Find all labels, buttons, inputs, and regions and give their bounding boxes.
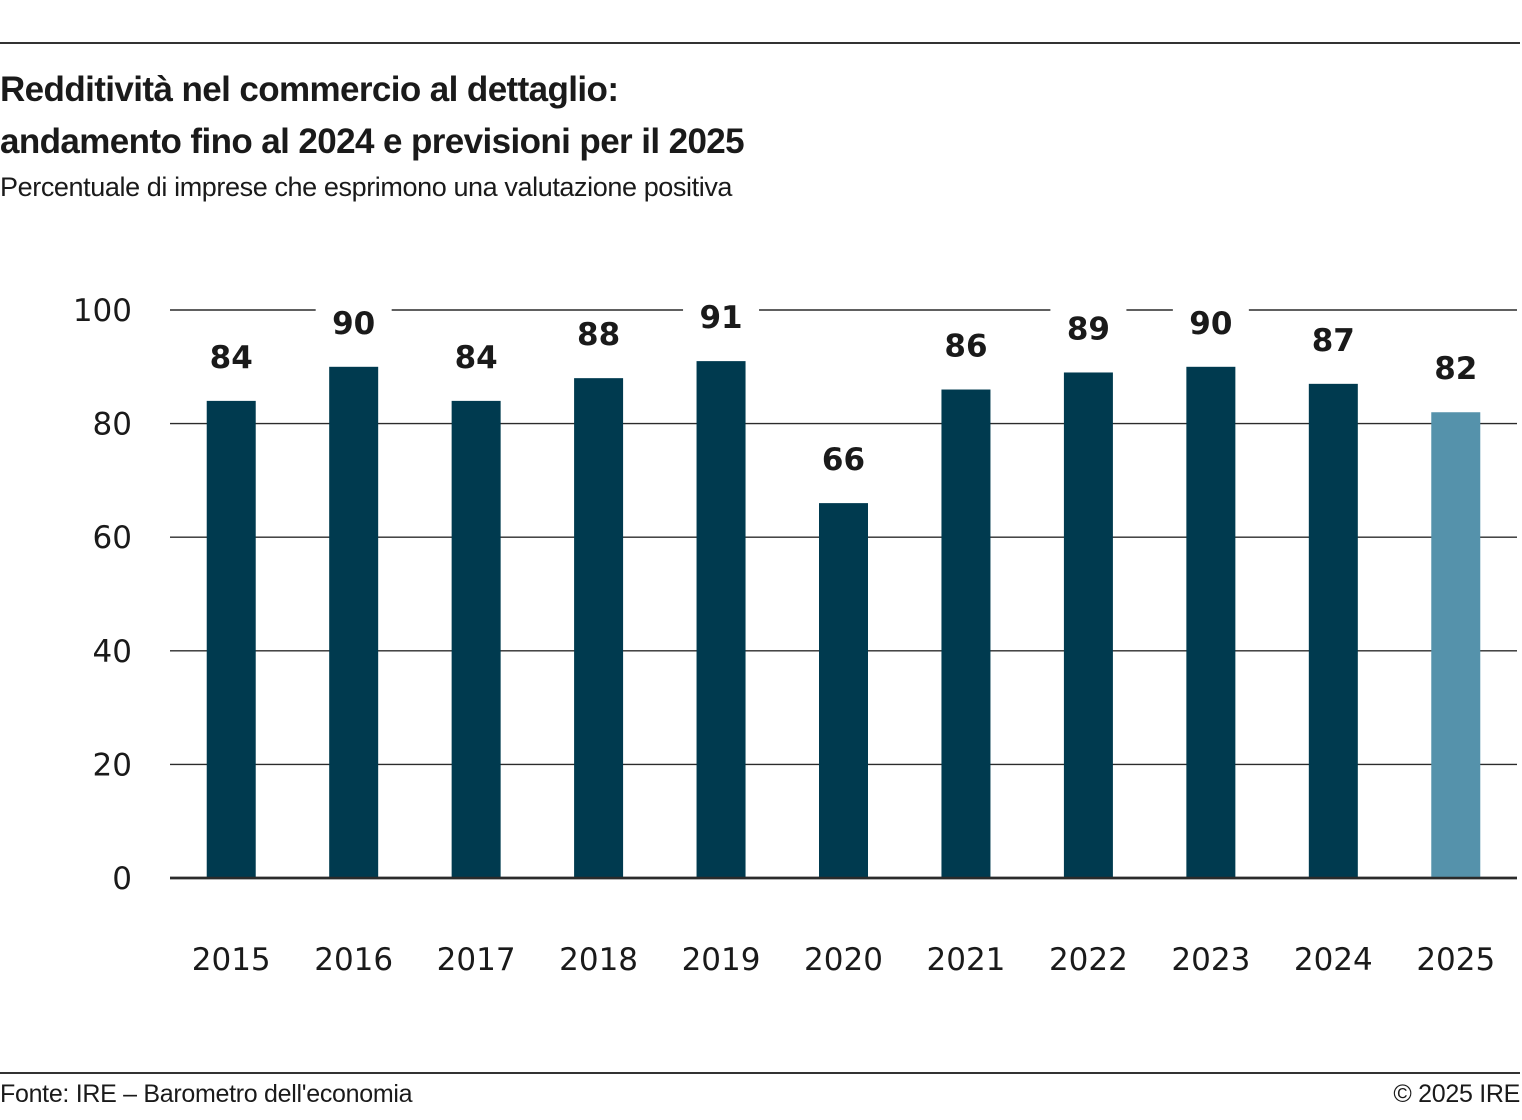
value-label-2023: 90 — [1189, 306, 1232, 342]
bar-2020 — [819, 503, 868, 878]
y-tick-label-100: 100 — [73, 293, 132, 329]
value-label-bg-2019 — [683, 295, 760, 338]
value-label-2024: 87 — [1312, 323, 1355, 359]
bar-2023 — [1186, 366, 1236, 878]
bar-2022 — [1063, 372, 1113, 878]
bar-2024 — [1308, 383, 1358, 878]
chart-subtitle: Percentuale di imprese che esprimono una… — [0, 172, 733, 202]
copyright-note: © 2025 IRE — [1393, 1080, 1520, 1108]
title-line-2: andamento fino al 2024 e previsioni per … — [0, 122, 745, 161]
x-tick-label-2024: 2024 — [1294, 942, 1373, 978]
bar-chart: 0 20 40 60 80 100 84 2015 90 2016 84 2017 88 2018 91 20… — [73, 293, 1517, 978]
y-tick-label-0: 0 — [112, 861, 132, 897]
chart-title: Redditività nel commercio al dettaglio: … — [0, 64, 1500, 168]
y-tick-label-20: 20 — [93, 747, 132, 783]
bar-2016 — [329, 366, 379, 878]
bar-2015 — [206, 400, 256, 878]
x-tick-label-2020: 2020 — [804, 942, 883, 978]
value-label-2018: 88 — [577, 317, 620, 353]
x-tick-label-2025: 2025 — [1416, 942, 1495, 978]
value-label-bg-2017 — [438, 334, 515, 377]
bar-2021 — [941, 389, 991, 878]
y-tick-label-40: 40 — [93, 634, 132, 670]
x-tick-label-2018: 2018 — [559, 942, 638, 978]
value-label-2025: 82 — [1434, 351, 1477, 387]
x-tick-label-2016: 2016 — [314, 942, 393, 978]
value-label-bg-2015 — [193, 334, 270, 377]
title-line-1: Redditività nel commercio al dettaglio: — [0, 70, 619, 109]
value-label-bg-2024 — [1295, 317, 1372, 360]
bar-2025 — [1431, 412, 1481, 878]
value-label-bg-2021 — [927, 323, 1004, 366]
value-label-bg-2016 — [315, 300, 392, 343]
x-tick-label-2019: 2019 — [682, 942, 761, 978]
value-label-bg-2018 — [560, 312, 637, 355]
value-label-2016: 90 — [332, 306, 375, 342]
x-tick-label-2015: 2015 — [192, 942, 271, 978]
x-tick-label-2021: 2021 — [927, 942, 1006, 978]
x-tick-label-2022: 2022 — [1049, 942, 1128, 978]
bar-2019 — [696, 361, 746, 878]
bottom-rule — [0, 1072, 1520, 1074]
value-label-bg-2025 — [1417, 346, 1494, 389]
value-label-2021: 86 — [944, 329, 987, 365]
bar-2017 — [451, 400, 501, 878]
value-label-2017: 84 — [455, 340, 498, 376]
y-tick-label-60: 60 — [93, 520, 132, 556]
value-label-bg-2022 — [1050, 306, 1127, 349]
value-label-2022: 89 — [1067, 311, 1110, 347]
bar-2018 — [574, 378, 624, 878]
value-label-2020: 66 — [822, 442, 865, 478]
y-tick-label-80: 80 — [93, 407, 132, 443]
value-label-2019: 91 — [699, 300, 742, 336]
value-label-bg-2023 — [1172, 300, 1249, 343]
value-label-2015: 84 — [210, 340, 253, 376]
value-label-bg-2020 — [805, 437, 882, 480]
source-note: Fonte: IRE – Barometro dell'economia — [0, 1080, 413, 1108]
x-tick-label-2023: 2023 — [1171, 942, 1250, 978]
top-rule — [0, 42, 1520, 44]
x-tick-label-2017: 2017 — [437, 942, 516, 978]
